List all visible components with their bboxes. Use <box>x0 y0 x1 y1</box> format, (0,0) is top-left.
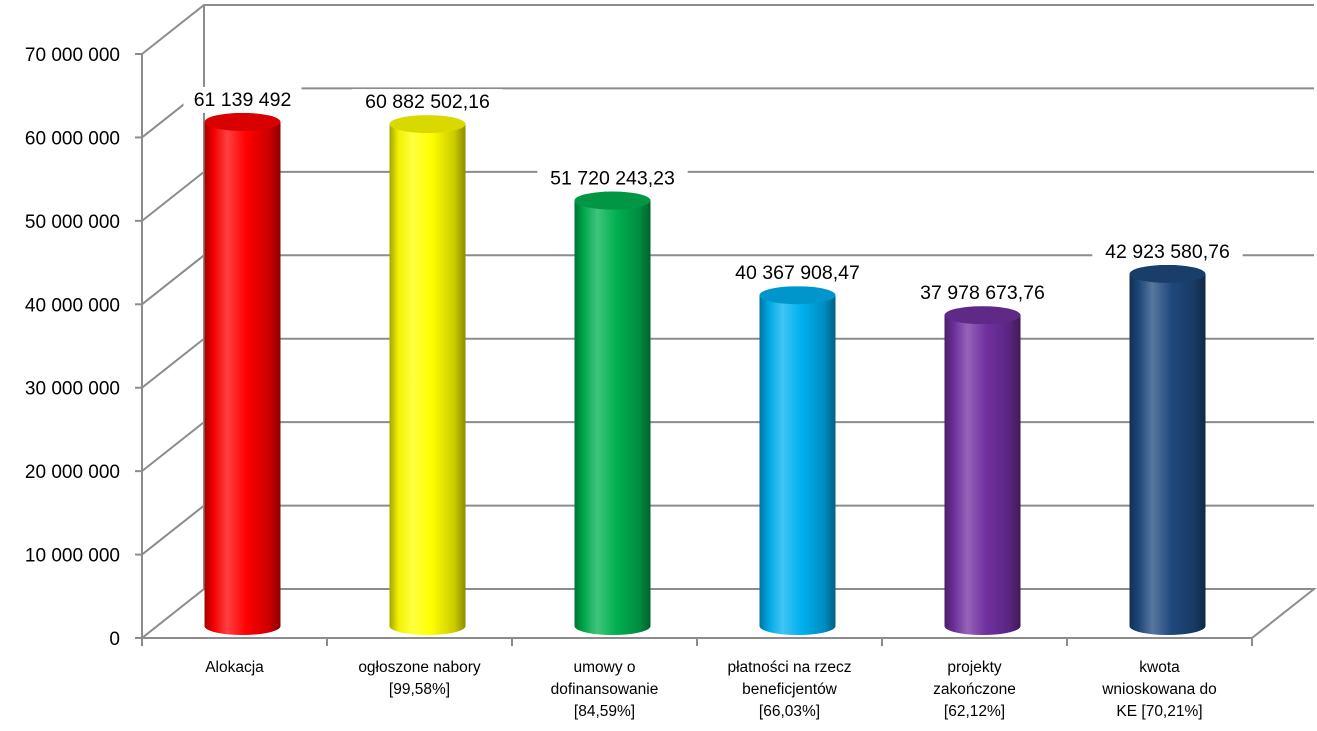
bar <box>205 122 281 635</box>
x-tick-label: kwota wnioskowana do KE [70,21%] <box>1101 659 1217 720</box>
y-tick-label: 0 <box>109 629 120 650</box>
x-tick-label: Alokacja <box>205 659 264 676</box>
x-tick-label: płatności na rzecz beneficjentów [66,03%] <box>727 659 851 720</box>
bar-top <box>205 113 281 131</box>
bar <box>760 295 836 635</box>
bar-top <box>1130 265 1206 283</box>
gridline <box>142 5 1314 54</box>
y-tick-label: 50 000 000 <box>25 212 120 233</box>
y-tick-label: 70 000 000 <box>25 45 120 66</box>
y-tick-label: 40 000 000 <box>25 295 120 316</box>
y-tick-label: 60 000 000 <box>25 128 120 149</box>
y-tick-label: 20 000 000 <box>25 462 120 483</box>
y-tick-label: 30 000 000 <box>25 379 120 400</box>
bar-top <box>945 306 1021 324</box>
bar-top <box>575 192 651 210</box>
data-label: 40 367 908,47 <box>735 262 860 284</box>
bar <box>575 201 651 635</box>
data-label: 61 139 492 <box>194 89 292 111</box>
bar <box>1130 274 1206 635</box>
bar-top <box>390 115 466 133</box>
bars <box>205 113 1206 635</box>
gridline <box>142 88 1314 137</box>
y-tick-label: 10 000 000 <box>25 546 120 567</box>
x-tick-label: projekty zakończone [62,12%] <box>933 659 1016 720</box>
data-label: 42 923 580,76 <box>1105 241 1230 263</box>
data-label: 51 720 243,23 <box>550 168 675 190</box>
bar <box>390 124 466 635</box>
x-tick-label: umowy o dofinansowanie [84,59%] <box>551 659 659 720</box>
bar-top <box>760 286 836 304</box>
x-tick-label: ogłoszone nabory [99,58%] <box>358 659 481 698</box>
gridline <box>142 172 1314 221</box>
data-label: 37 978 673,76 <box>920 282 1045 304</box>
bar <box>945 315 1021 635</box>
data-label: 60 882 502,16 <box>365 91 490 113</box>
data-labels: 61 139 492 60 882 502,16 51 720 243,23 40 3… <box>184 87 1243 306</box>
